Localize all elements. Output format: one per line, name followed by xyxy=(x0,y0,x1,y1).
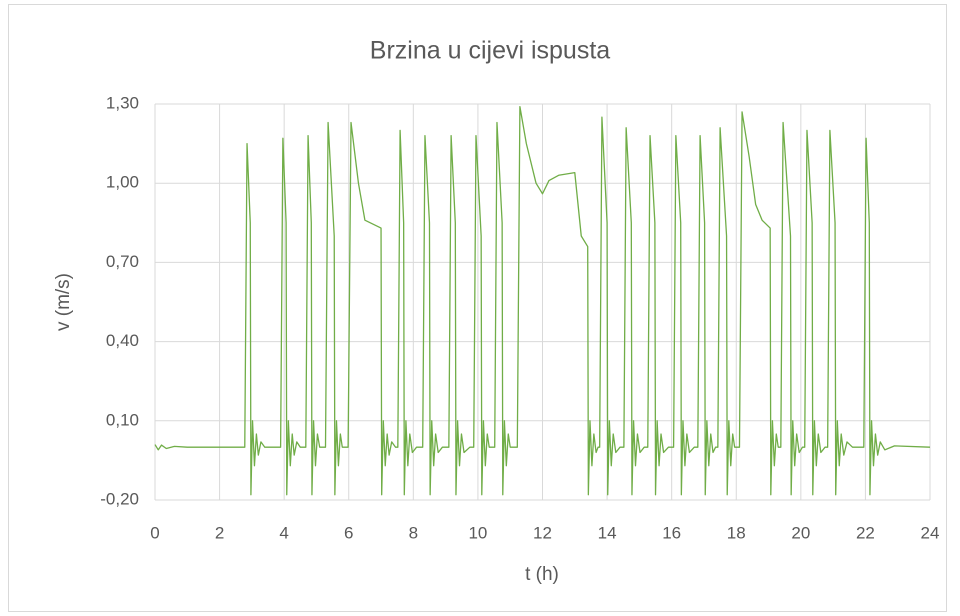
x-tick-label: 6 xyxy=(344,523,353,542)
y-tick-label: -0,20 xyxy=(100,489,139,508)
y-tick-label: 0,70 xyxy=(106,252,139,271)
x-tick-label: 24 xyxy=(921,523,940,542)
x-tick-label: 20 xyxy=(791,523,810,542)
y-tick-label: 0,40 xyxy=(106,331,139,350)
chart-title: Brzina u cijevi ispusta xyxy=(370,37,610,65)
x-tick-label: 18 xyxy=(727,523,746,542)
plot xyxy=(154,105,931,496)
x-tick-label: 22 xyxy=(856,523,875,542)
x-axis-label: t (h) xyxy=(525,564,559,585)
y-tick-label: 0,10 xyxy=(106,410,139,429)
x-tick-label: 8 xyxy=(409,523,418,542)
data-line xyxy=(154,105,931,496)
x-tick-label: 16 xyxy=(662,523,681,542)
x-tick-label: 4 xyxy=(279,523,288,542)
x-tick-label: 14 xyxy=(598,523,617,542)
y-tick-label: 1,00 xyxy=(106,173,139,192)
x-tick-label: 12 xyxy=(533,523,552,542)
x-tick-label: 2 xyxy=(215,523,224,542)
y-axis-label: v (m/s) xyxy=(53,273,74,331)
x-tick-label: 0 xyxy=(150,523,159,542)
grid: -0,200,100,400,701,001,300 2 4 6 8 10 12 14 16 18… xyxy=(100,93,939,542)
x-tick-label: 10 xyxy=(468,523,487,542)
y-tick-label: 1,30 xyxy=(106,93,139,112)
